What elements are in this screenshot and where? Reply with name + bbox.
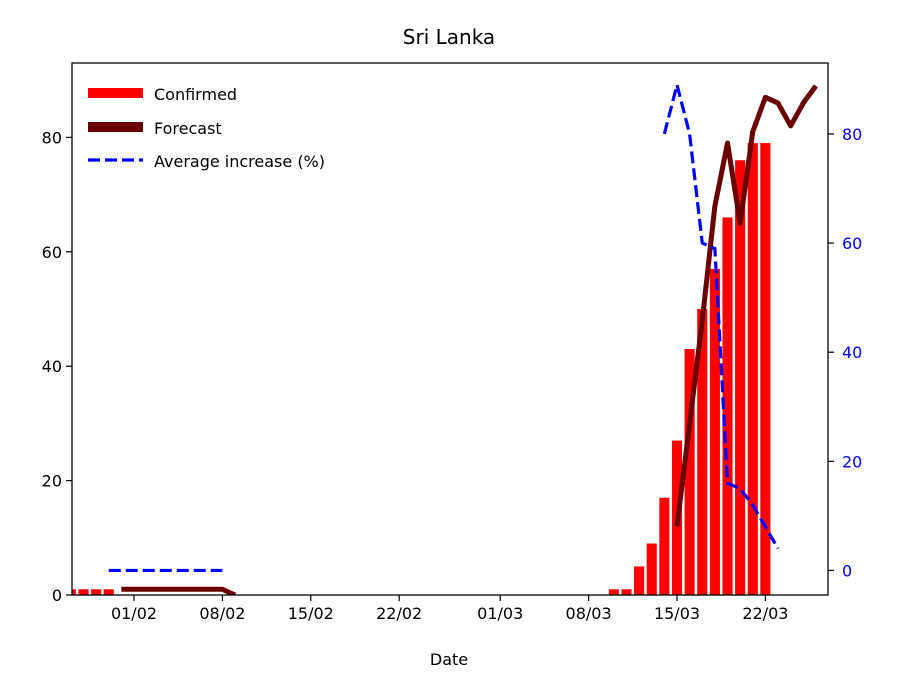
y-tick-label: 60: [42, 243, 62, 262]
legend-average-label: Average increase (%): [154, 152, 325, 171]
legend-confirmed-label: Confirmed: [154, 85, 237, 104]
legend-confirmed-swatch: [88, 88, 143, 98]
forecast-line-early: [121, 586, 237, 595]
y-tick-label: 20: [42, 472, 62, 491]
x-tick-label: 15/02: [288, 604, 334, 623]
legend: Confirmed Forecast Average increase (%): [88, 85, 325, 171]
y-tick-label: 40: [42, 357, 62, 376]
x-tick-label: 01/02: [111, 604, 157, 623]
x-tick-label: 22/03: [742, 604, 788, 623]
confirmed-bar: [634, 566, 645, 595]
plot-frame: [71, 62, 829, 596]
y-right-tick-label: 0: [842, 561, 852, 580]
confirmed-bar: [747, 143, 758, 595]
y-right-tick-label: 60: [842, 234, 862, 253]
y-tick-label: 80: [42, 128, 62, 147]
x-tick-label: 15/03: [654, 604, 700, 623]
x-tick-label: 08/02: [199, 604, 245, 623]
chart-title: Sri Lanka: [403, 25, 495, 49]
confirmed-bar: [722, 217, 733, 595]
confirmed-bar: [608, 589, 619, 595]
confirmed-bar: [72, 589, 76, 595]
y-right-tick-label: 20: [842, 452, 862, 471]
average-increase-line: [662, 83, 780, 550]
confirmed-bar: [684, 349, 695, 595]
confirmed-bar: [697, 308, 708, 595]
axes: 0 20 40 60 80 0 20 40 60 80 01/02 08/02 15/02 22/02 01…: [42, 62, 862, 623]
y-tick-label: 0: [52, 586, 62, 605]
confirmed-bar: [103, 589, 114, 595]
confirmed-bar: [659, 497, 670, 595]
x-axis-label: Date: [430, 650, 468, 669]
legend-forecast-swatch: [88, 122, 143, 132]
plot-series: [72, 83, 818, 595]
forecast-line: [674, 84, 818, 527]
confirmed-bar: [709, 268, 720, 595]
x-tick-label: 08/03: [566, 604, 612, 623]
x-tick-label: 22/02: [376, 604, 422, 623]
confirmed-bar: [646, 543, 657, 595]
plot-area: [72, 83, 818, 595]
confirmed-bar: [735, 160, 746, 595]
x-tick-label: 01/03: [477, 604, 523, 623]
y-right-tick-label: 40: [842, 343, 862, 362]
legend-forecast-label: Forecast: [154, 119, 222, 138]
confirmed-bar: [760, 143, 771, 595]
confirmed-bar: [78, 589, 89, 595]
confirmed-bar: [91, 589, 102, 595]
y-right-tick-label: 80: [842, 125, 862, 144]
confirmed-bar: [621, 589, 632, 595]
